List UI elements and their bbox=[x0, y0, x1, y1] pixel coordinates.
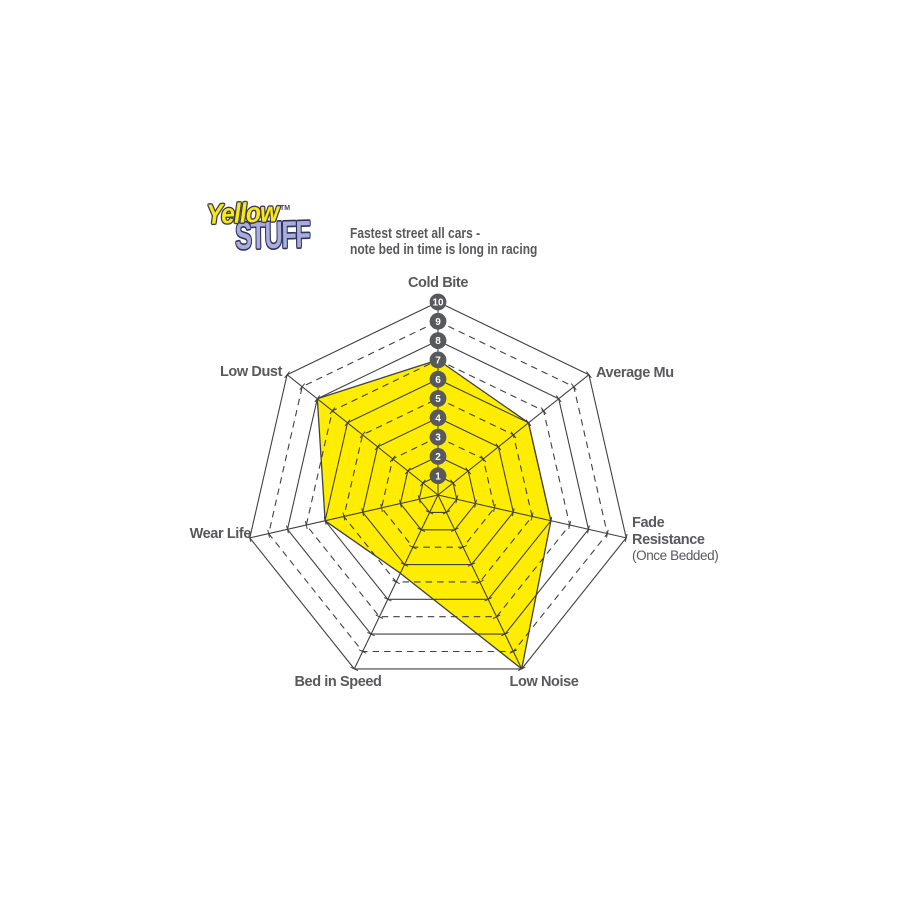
axis-label-1: Average Mu bbox=[596, 365, 674, 381]
scale-marker-label-6: 6 bbox=[435, 375, 441, 386]
ring-tick bbox=[492, 614, 501, 619]
scale-marker-label-2: 2 bbox=[435, 452, 441, 463]
ring-tick bbox=[555, 395, 562, 403]
ring-tick bbox=[329, 407, 336, 415]
ring-tick bbox=[540, 407, 547, 415]
ring-tick bbox=[375, 614, 384, 619]
ring-tick bbox=[493, 503, 496, 512]
ring-tick bbox=[442, 510, 451, 515]
ring-tick bbox=[450, 479, 456, 487]
ring-tick bbox=[420, 479, 426, 487]
data-polygon-fill bbox=[317, 359, 551, 669]
ring-tick bbox=[568, 521, 572, 530]
scale-marker-circle-8 bbox=[429, 332, 447, 349]
axis-sublabel-2: (Once Bedded) bbox=[632, 548, 718, 563]
ring-tick bbox=[417, 527, 426, 532]
ring-tick bbox=[358, 649, 367, 654]
radar-ring-3 bbox=[381, 436, 495, 548]
ring-tick bbox=[400, 562, 409, 567]
ring-tick bbox=[484, 597, 493, 602]
data-polygon-outline bbox=[316, 359, 552, 670]
ring-tick bbox=[409, 544, 417, 550]
ring-tick bbox=[284, 371, 290, 379]
ring-tick bbox=[606, 529, 609, 538]
ring-tick bbox=[248, 533, 252, 542]
ring-tick bbox=[392, 579, 400, 585]
radar-ring-1 bbox=[418, 475, 458, 513]
ring-tick bbox=[476, 579, 484, 585]
scale-marker-label-1: 1 bbox=[435, 471, 441, 482]
ring-tick bbox=[480, 455, 487, 463]
ring-tick bbox=[465, 467, 472, 475]
ring-tick bbox=[359, 431, 366, 439]
radar-ring-9 bbox=[268, 320, 608, 653]
scale-marker-label-5: 5 bbox=[435, 394, 441, 405]
ring-tick bbox=[304, 521, 308, 530]
ring-tick bbox=[299, 383, 306, 391]
ring-tick bbox=[286, 525, 289, 534]
ring-tick bbox=[417, 495, 421, 504]
radar-ring-8 bbox=[286, 339, 590, 635]
ring-tick bbox=[530, 512, 534, 521]
scale-marker-circle-3 bbox=[429, 428, 447, 446]
ring-tick bbox=[389, 455, 396, 463]
axis-label-4: Bed in Speed bbox=[294, 674, 381, 690]
radar-ring-7 bbox=[305, 359, 571, 618]
ring-tick bbox=[624, 533, 628, 542]
ring-tick bbox=[344, 419, 351, 427]
ring-tick bbox=[511, 508, 515, 517]
ring-tick bbox=[467, 562, 476, 567]
scale-marker-label-7: 7 bbox=[435, 356, 441, 367]
ring-tick bbox=[495, 443, 502, 451]
scale-marker-circle-1 bbox=[429, 467, 447, 485]
scale-marker-label-3: 3 bbox=[435, 433, 441, 444]
scale-marker-circle-6 bbox=[429, 370, 447, 388]
ring-tick bbox=[399, 499, 402, 508]
ring-tick bbox=[380, 503, 383, 512]
axis-label-5: Wear Life bbox=[190, 526, 252, 542]
ring-tick bbox=[361, 508, 365, 517]
scale-marker-label-4: 4 bbox=[435, 413, 441, 424]
radar-ring-5 bbox=[343, 397, 533, 583]
ring-tick bbox=[501, 631, 509, 637]
scale-marker-circle-4 bbox=[429, 409, 447, 427]
scale-marker-circle-5 bbox=[429, 390, 447, 407]
axis-label-3: Low Noise bbox=[510, 674, 579, 690]
scale-marker-label-10: 10 bbox=[433, 298, 444, 309]
axis-label-6: Low Dust bbox=[220, 364, 283, 380]
ring-tick bbox=[342, 512, 346, 521]
ring-tick bbox=[404, 467, 411, 475]
scale-marker-circle-7 bbox=[429, 351, 447, 369]
ring-tick bbox=[474, 499, 477, 508]
scale-marker-circle-10 bbox=[429, 293, 447, 311]
axis-label-2-line2: Resistance bbox=[632, 532, 705, 548]
ring-tick bbox=[367, 631, 375, 637]
scale-marker-circle-2 bbox=[429, 448, 447, 465]
radar-ring-4 bbox=[362, 417, 514, 566]
radar-ring-10 bbox=[249, 301, 627, 670]
scale-marker-label-9: 9 bbox=[435, 317, 441, 328]
axis-label-2-line1: Fade bbox=[632, 515, 665, 531]
ring-tick bbox=[350, 666, 359, 672]
ring-tick bbox=[570, 383, 577, 391]
ring-tick bbox=[459, 544, 467, 550]
ring-tick bbox=[450, 527, 459, 532]
ring-tick bbox=[425, 510, 434, 515]
ring-tick bbox=[383, 597, 392, 602]
ring-tick bbox=[267, 529, 270, 538]
ring-tick bbox=[510, 431, 517, 439]
scale-marker-label-8: 8 bbox=[435, 336, 441, 347]
ring-tick bbox=[586, 371, 592, 379]
axis-label-0: Cold Bite bbox=[408, 275, 468, 291]
ring-tick bbox=[587, 525, 590, 534]
scale-marker-circle-9 bbox=[429, 312, 447, 330]
ring-tick bbox=[509, 649, 518, 654]
radar-ring-2 bbox=[399, 455, 477, 531]
ring-tick bbox=[374, 443, 381, 451]
ring-tick bbox=[455, 495, 459, 504]
